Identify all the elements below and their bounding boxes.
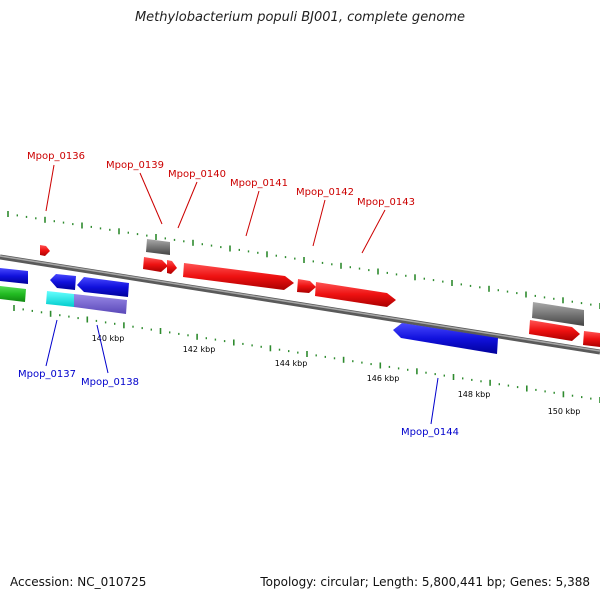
rna-genes xyxy=(146,239,584,326)
gene-mpop-0138[interactable] xyxy=(74,294,127,314)
gene-green[interactable] xyxy=(0,286,26,302)
forward-leader-lines xyxy=(45,164,386,254)
gene-mpop-0141[interactable] xyxy=(183,263,294,290)
forward-dot-track xyxy=(7,211,600,309)
genome-backbone xyxy=(0,254,600,355)
gene-mpop-0137-arrow[interactable] xyxy=(50,274,76,290)
ruler-label-142: 142 kbp xyxy=(183,345,216,354)
label-mpop-0138: Mpop_0138 xyxy=(81,377,139,388)
map-title: Methylobacterium populi BJ001, complete … xyxy=(134,10,466,25)
label-mpop-0139: Mpop_0139 xyxy=(106,160,164,171)
gene-mpop-0138-arrow[interactable] xyxy=(77,277,129,297)
reverse-genes xyxy=(0,268,498,354)
label-mpop-0142: Mpop_0142 xyxy=(296,187,354,198)
label-mpop-0144: Mpop_0144 xyxy=(401,427,459,438)
ruler-label-140: 140 kbp xyxy=(92,334,125,343)
gene-mpop-0137[interactable] xyxy=(46,291,74,307)
scale-dot-track xyxy=(13,305,600,403)
gene-mpop-0144[interactable] xyxy=(393,323,498,354)
label-mpop-0141: Mpop_0141 xyxy=(230,178,288,189)
label-mpop-0140: Mpop_0140 xyxy=(168,169,226,180)
gene-mpop-0140[interactable] xyxy=(167,260,177,274)
ruler-label-144: 144 kbp xyxy=(275,359,308,368)
gene-red-right-1[interactable] xyxy=(529,320,580,341)
genome-summary-text: Topology: circular; Length: 5,800,441 bp… xyxy=(260,575,590,589)
forward-genes xyxy=(40,245,600,347)
gene-mpop-0143[interactable] xyxy=(315,282,396,307)
gene-mpop-0136[interactable] xyxy=(40,245,50,256)
gene-mpop-0139[interactable] xyxy=(143,257,168,272)
gene-mpop-0142[interactable] xyxy=(297,279,316,293)
reverse-leader-lines xyxy=(45,319,439,425)
ruler-label-148: 148 kbp xyxy=(458,390,491,399)
label-mpop-0143: Mpop_0143 xyxy=(357,197,415,208)
accession-text: Accession: NC_010725 xyxy=(10,575,147,589)
gene-gray-2[interactable] xyxy=(532,302,584,326)
label-mpop-0136: Mpop_0136 xyxy=(27,151,85,162)
gene-blue-left[interactable] xyxy=(0,268,28,284)
ruler-label-150: 150 kbp xyxy=(548,407,581,416)
ruler-label-146: 146 kbp xyxy=(367,374,400,383)
gene-gray-1[interactable] xyxy=(146,239,170,255)
label-mpop-0137: Mpop_0137 xyxy=(18,369,76,380)
gene-red-right-2[interactable] xyxy=(583,331,600,347)
